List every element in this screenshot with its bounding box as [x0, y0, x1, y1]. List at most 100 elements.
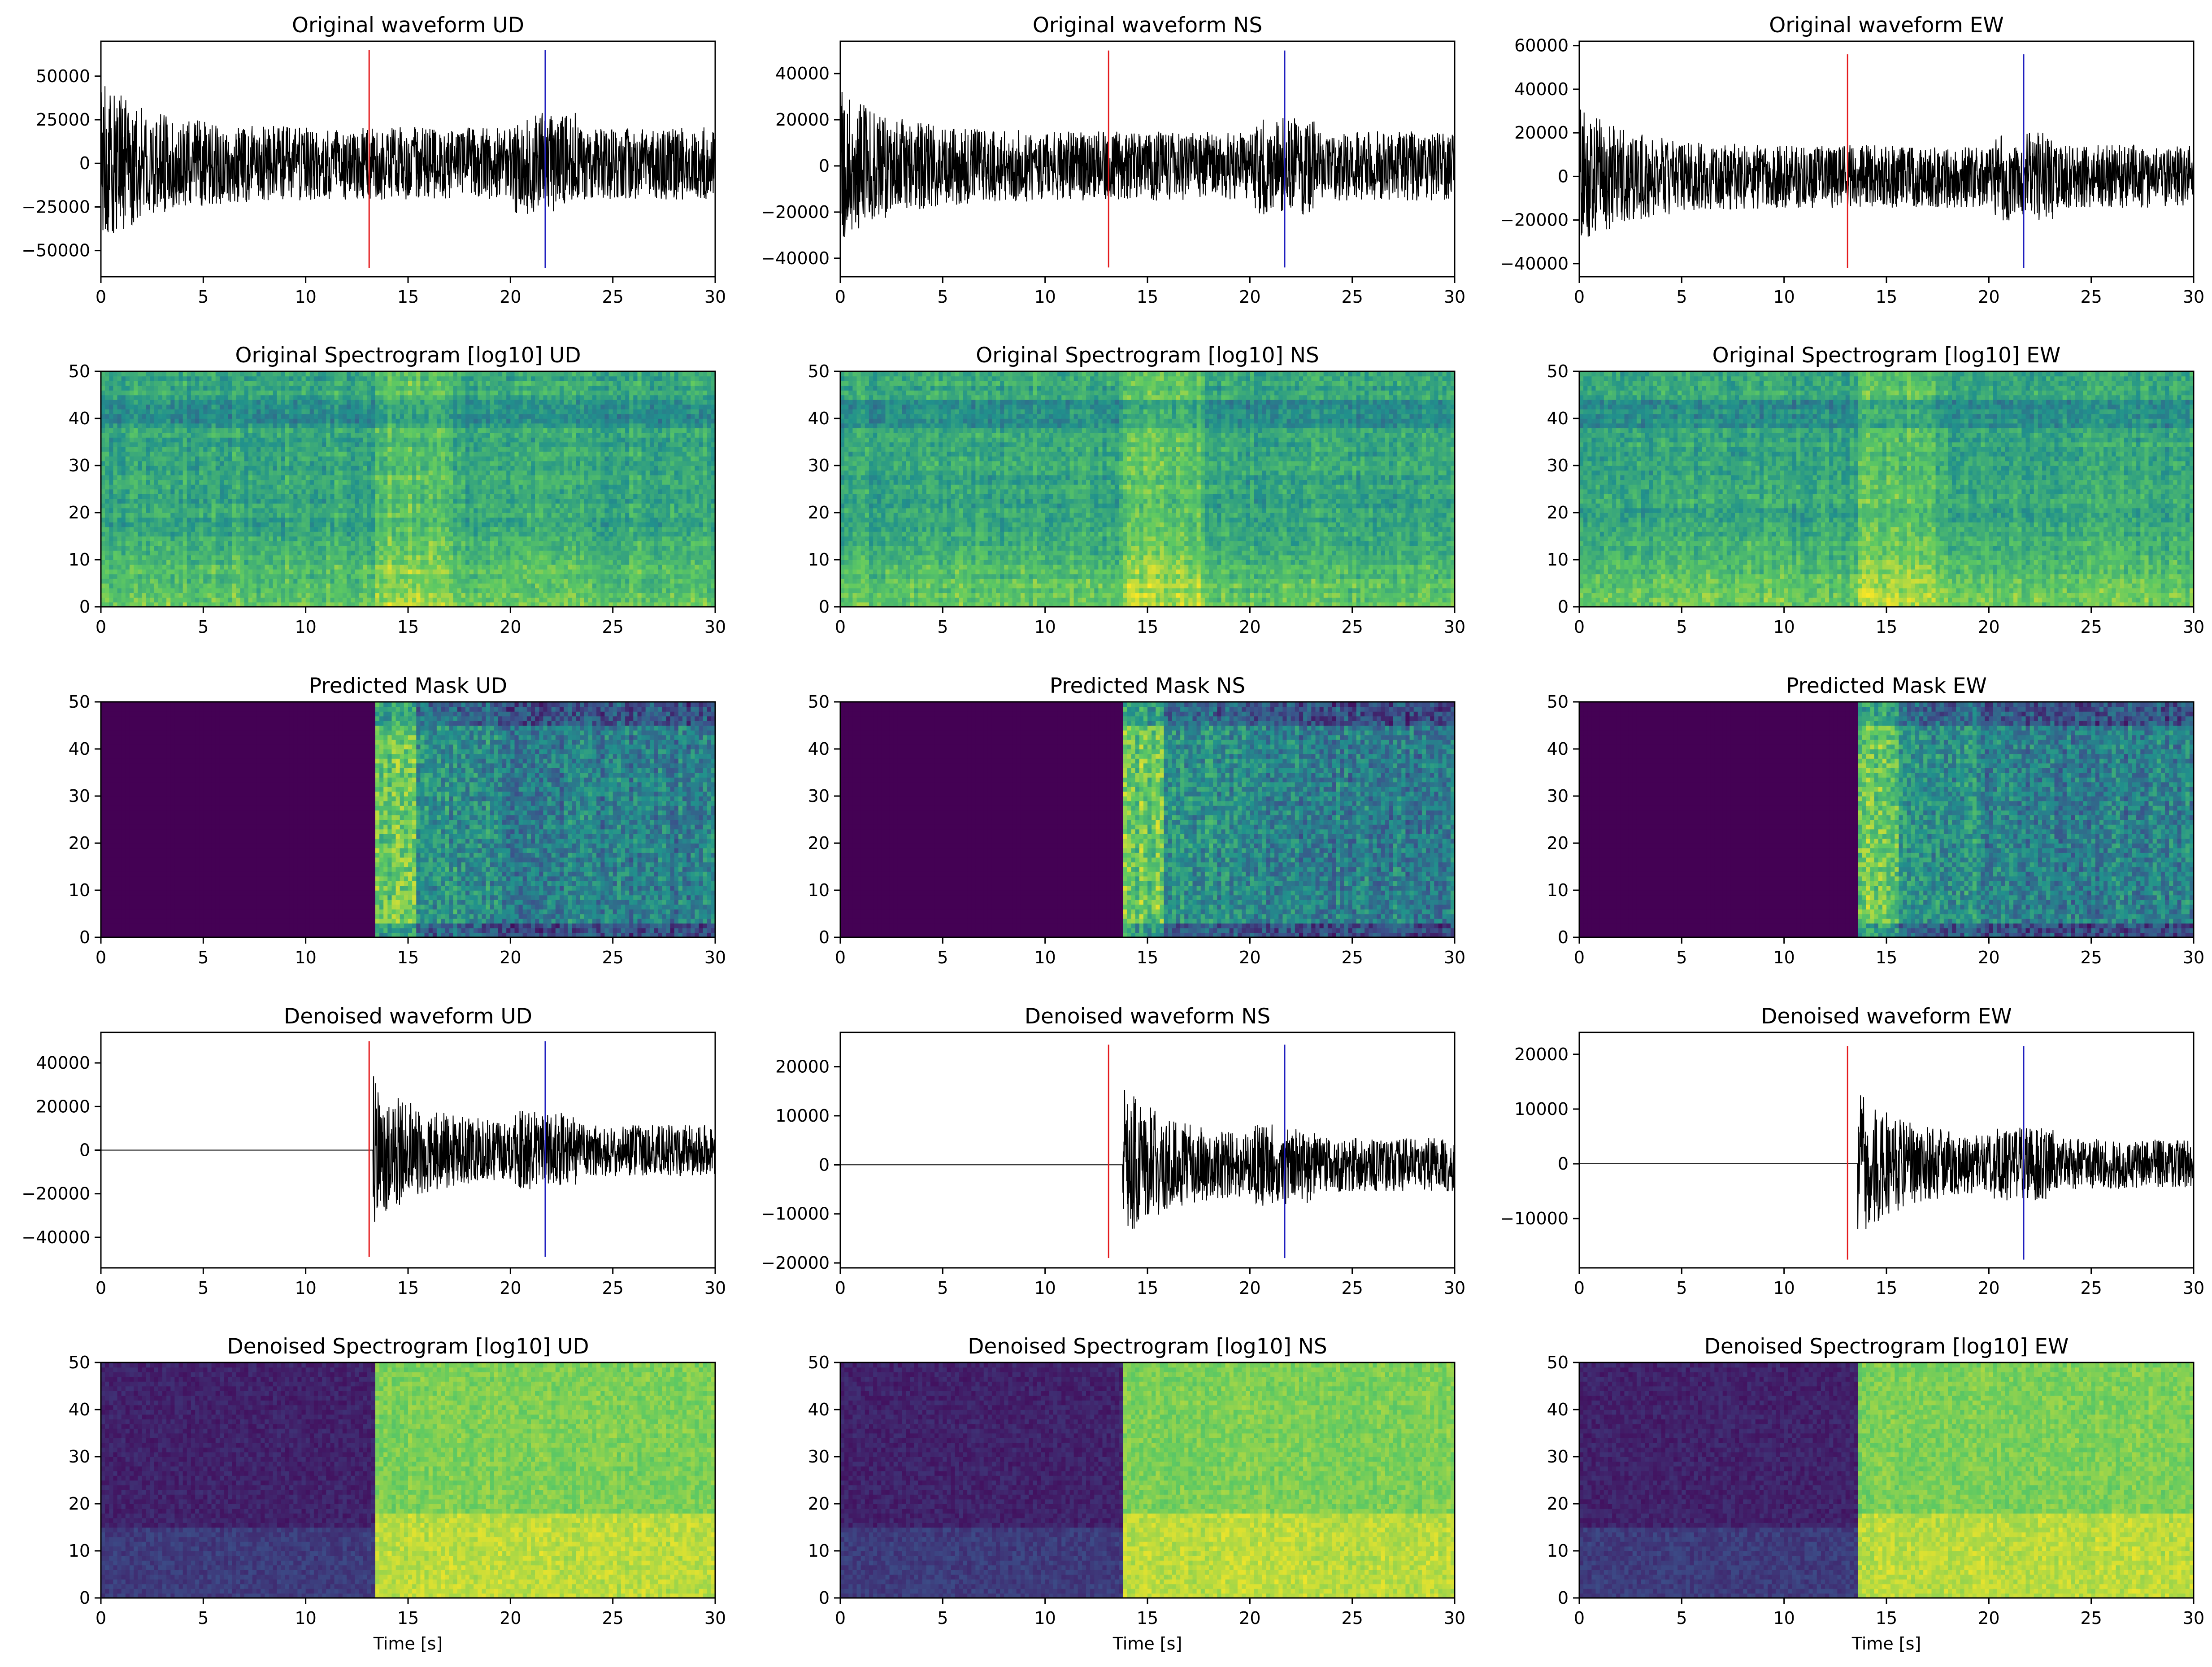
y-tick-label: 20000 — [1514, 1045, 1569, 1064]
x-tick-label: 5 — [1676, 617, 1687, 637]
x-tick-label: 20 — [1239, 287, 1260, 307]
x-tick-label: 10 — [295, 1278, 316, 1298]
x-tick-label: 15 — [1876, 287, 1897, 307]
y-tick-label: −50000 — [22, 241, 90, 261]
y-tick-label: −40000 — [761, 248, 830, 268]
y-tick-label: 30 — [69, 456, 90, 475]
y-tick-label: 20000 — [775, 110, 830, 130]
y-tick-label: 10000 — [775, 1106, 830, 1126]
y-tick-label: 40000 — [1514, 79, 1569, 99]
x-tick-label: 25 — [1341, 1278, 1363, 1298]
y-tick-label: 0 — [819, 156, 830, 176]
x-tick-label: 10 — [1034, 948, 1056, 967]
spectrogram-image — [840, 702, 1455, 938]
panel-title: Predicted Mask UD — [309, 674, 507, 698]
x-tick-label: 5 — [1676, 948, 1687, 967]
spectrogram-image — [1579, 1362, 2194, 1598]
x-tick-label: 25 — [602, 287, 623, 307]
x-tick-label: 30 — [1444, 617, 1465, 637]
x-tick-label: 20 — [1978, 1278, 1999, 1298]
x-tick-label: 0 — [835, 1278, 846, 1298]
panel-1-ud: Original waveform UD0 5 10 15 20 25 3050000250… — [22, 13, 726, 307]
y-tick-label: 20 — [69, 1494, 90, 1514]
x-tick-label: 5 — [1676, 287, 1687, 307]
x-tick-label: 0 — [1574, 1278, 1585, 1298]
y-tick-label: 50 — [808, 361, 830, 381]
x-tick-label: 30 — [704, 1608, 726, 1628]
x-tick-label: 20 — [1239, 948, 1260, 967]
x-tick-label: 10 — [1034, 617, 1056, 637]
x-tick-label: 20 — [1978, 617, 1999, 637]
x-tick-label: 30 — [1444, 1608, 1465, 1628]
x-tick-label: 25 — [2080, 1608, 2102, 1628]
panel-title: Predicted Mask NS — [1050, 674, 1246, 698]
y-tick-label: 10 — [69, 550, 90, 570]
waveform-trace — [1579, 1095, 2194, 1229]
y-tick-label: 10 — [69, 1541, 90, 1561]
y-tick-label: 0 — [1558, 1154, 1569, 1174]
waveform-trace — [840, 1090, 1455, 1229]
x-tick-label: 5 — [937, 287, 948, 307]
x-tick-label: 0 — [96, 1608, 106, 1628]
panel-1-ns: Original waveform NS0 5 10 15 20 25 3040000200… — [761, 13, 1465, 307]
y-tick-label: 20000 — [1514, 123, 1569, 143]
y-tick-label: 0 — [819, 927, 830, 947]
x-tick-label: 15 — [397, 1278, 419, 1298]
x-tick-label: 20 — [500, 1608, 521, 1628]
y-tick-label: 30 — [1547, 786, 1569, 806]
x-tick-label: 15 — [1137, 1278, 1158, 1298]
panel-title: Denoised Spectrogram [log10] UD — [227, 1334, 589, 1359]
x-tick-label: 15 — [397, 1608, 419, 1628]
x-tick-label: 15 — [1876, 1608, 1897, 1628]
y-tick-label: 0 — [819, 1588, 830, 1608]
y-tick-label: 30 — [69, 786, 90, 806]
panel-title: Original Spectrogram [log10] NS — [976, 343, 1319, 368]
y-tick-label: 20 — [808, 1494, 830, 1514]
x-tick-label: 30 — [704, 287, 726, 307]
waveform-trace — [1579, 110, 2194, 237]
y-tick-label: 20000 — [775, 1057, 830, 1077]
y-tick-label: 40 — [1547, 739, 1569, 759]
panel-title: Original waveform NS — [1033, 13, 1262, 38]
x-tick-label: 5 — [1676, 1278, 1687, 1298]
y-tick-label: 10 — [1547, 880, 1569, 900]
x-tick-label: 20 — [500, 948, 521, 967]
x-tick-label: 0 — [835, 948, 846, 967]
y-tick-label: 50000 — [36, 66, 90, 86]
y-tick-label: 10 — [808, 550, 830, 570]
x-tick-label: 10 — [295, 617, 316, 637]
waveform-trace-group — [840, 92, 1455, 237]
x-axis-label: Time [s] — [1851, 1634, 1921, 1654]
x-tick-label: 30 — [704, 1278, 726, 1298]
x-tick-label: 5 — [198, 948, 209, 967]
x-tick-label: 15 — [1137, 287, 1158, 307]
spectrogram-image — [1579, 702, 2194, 938]
x-tick-label: 25 — [2080, 1278, 2102, 1298]
y-tick-label: −40000 — [1500, 254, 1569, 274]
spectrogram-image — [1579, 371, 2194, 607]
x-tick-label: 20 — [1239, 1278, 1260, 1298]
x-tick-label: 0 — [835, 287, 846, 307]
x-tick-label: 20 — [1978, 948, 1999, 967]
y-tick-label: 0 — [1558, 927, 1569, 947]
y-tick-label: 10 — [808, 880, 830, 900]
y-tick-label: 0 — [1558, 166, 1569, 186]
x-tick-label: 15 — [397, 948, 419, 967]
x-tick-label: 10 — [1034, 1278, 1056, 1298]
waveform-trace-group — [1579, 110, 2194, 237]
panel-title: Denoised waveform UD — [284, 1004, 532, 1029]
y-tick-label: 40 — [808, 739, 830, 759]
x-tick-label: 30 — [2183, 287, 2204, 307]
x-tick-label: 15 — [1876, 1278, 1897, 1298]
x-tick-label: 0 — [1574, 287, 1585, 307]
x-tick-label: 15 — [1137, 948, 1158, 967]
x-tick-label: 30 — [2183, 617, 2204, 637]
x-tick-label: 30 — [1444, 948, 1465, 967]
x-tick-label: 30 — [2183, 1608, 2204, 1628]
x-tick-label: 5 — [198, 617, 209, 637]
y-tick-label: 50 — [69, 361, 90, 381]
x-tick-label: 10 — [1034, 1608, 1056, 1628]
x-tick-label: 10 — [295, 948, 316, 967]
x-tick-label: 15 — [397, 287, 419, 307]
